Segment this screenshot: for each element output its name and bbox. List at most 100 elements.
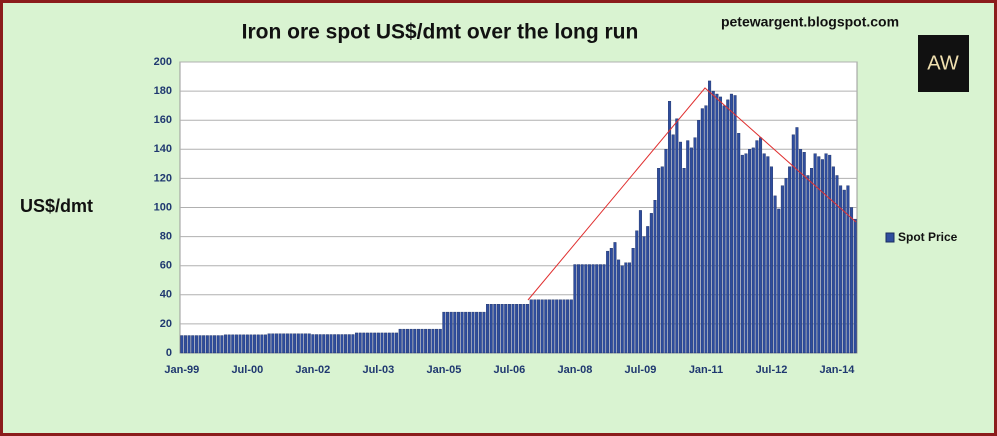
bar bbox=[420, 328, 424, 354]
bar bbox=[442, 311, 446, 354]
bar bbox=[704, 105, 708, 354]
bar bbox=[820, 159, 824, 354]
bar bbox=[202, 335, 206, 354]
bar bbox=[405, 328, 409, 354]
bar bbox=[242, 334, 246, 354]
bar bbox=[205, 335, 209, 354]
bar bbox=[631, 248, 635, 354]
bar bbox=[347, 334, 351, 354]
bar bbox=[762, 153, 766, 354]
bar bbox=[329, 334, 333, 354]
bar bbox=[464, 311, 468, 354]
bar bbox=[751, 147, 755, 354]
bar bbox=[456, 311, 460, 354]
bar bbox=[435, 328, 439, 354]
bar bbox=[547, 299, 551, 354]
bar bbox=[373, 332, 377, 354]
bar bbox=[784, 178, 788, 354]
bar bbox=[500, 304, 504, 354]
source: petewargent.blogspot.com bbox=[721, 14, 899, 30]
bar bbox=[675, 118, 679, 354]
y-axis-label: US$/dmt bbox=[20, 196, 93, 216]
bar bbox=[587, 264, 591, 354]
bar bbox=[460, 311, 464, 354]
bar bbox=[737, 133, 741, 354]
bar bbox=[369, 332, 373, 354]
x-tick-label: Jul-06 bbox=[494, 364, 526, 376]
bar bbox=[529, 299, 533, 354]
bar bbox=[249, 334, 253, 354]
bar bbox=[773, 195, 777, 354]
x-tick-label: Jan-02 bbox=[295, 364, 330, 376]
bar bbox=[562, 299, 566, 354]
bar bbox=[227, 334, 231, 354]
bar bbox=[256, 334, 260, 354]
bar bbox=[617, 259, 621, 354]
logo-box bbox=[918, 35, 969, 92]
bar bbox=[482, 311, 486, 354]
bar bbox=[365, 332, 369, 354]
bar bbox=[711, 90, 715, 354]
bar bbox=[333, 334, 337, 354]
bar bbox=[686, 140, 690, 354]
bar bbox=[795, 127, 799, 354]
bar bbox=[307, 333, 311, 354]
bar bbox=[438, 328, 442, 354]
bar bbox=[755, 140, 759, 354]
bar bbox=[824, 153, 828, 354]
bar bbox=[467, 311, 471, 354]
bar bbox=[278, 333, 282, 354]
bar bbox=[395, 332, 399, 354]
y-tick-label: 80 bbox=[160, 231, 172, 243]
bar bbox=[591, 264, 595, 354]
bar bbox=[842, 189, 846, 354]
bar bbox=[748, 149, 752, 354]
x-tick-label: Jan-99 bbox=[164, 364, 199, 376]
y-tick-label: 100 bbox=[154, 201, 172, 213]
bar bbox=[624, 262, 628, 354]
y-tick-label: 60 bbox=[160, 260, 172, 272]
bar bbox=[733, 95, 737, 354]
bar bbox=[427, 328, 431, 354]
bar bbox=[835, 175, 839, 354]
bar bbox=[486, 304, 490, 354]
bar bbox=[220, 335, 224, 354]
bar bbox=[518, 304, 522, 354]
bar bbox=[566, 299, 570, 354]
bar bbox=[325, 334, 329, 354]
bar bbox=[697, 119, 701, 354]
bar bbox=[391, 332, 395, 354]
bar bbox=[489, 304, 493, 354]
bar bbox=[777, 208, 781, 354]
x-tick-label: Jul-09 bbox=[625, 364, 657, 376]
bar bbox=[806, 175, 810, 354]
bar bbox=[402, 328, 406, 354]
bar bbox=[569, 299, 573, 354]
bar bbox=[791, 134, 795, 354]
x-tick-label: Jan-05 bbox=[426, 364, 461, 376]
bar bbox=[846, 185, 850, 354]
bar bbox=[744, 153, 748, 354]
bar bbox=[271, 333, 275, 354]
bar bbox=[715, 93, 719, 354]
bar bbox=[668, 101, 672, 354]
bar bbox=[336, 334, 340, 354]
bar bbox=[296, 333, 300, 354]
bar bbox=[384, 332, 388, 354]
bar bbox=[693, 137, 697, 354]
bar bbox=[780, 185, 784, 354]
bar bbox=[187, 335, 191, 354]
y-tick-label: 180 bbox=[154, 85, 172, 97]
y-tick-label: 0 bbox=[166, 347, 172, 359]
bar bbox=[740, 154, 744, 354]
bar bbox=[653, 200, 657, 354]
bar bbox=[584, 264, 588, 354]
bar bbox=[646, 226, 650, 354]
bar bbox=[475, 311, 479, 354]
bar bbox=[351, 334, 355, 354]
bar bbox=[573, 264, 577, 354]
chart-title: Iron ore spot US$/dmt over the long run bbox=[242, 21, 639, 44]
bar bbox=[223, 334, 228, 354]
bar bbox=[507, 304, 511, 354]
bar bbox=[537, 299, 541, 354]
